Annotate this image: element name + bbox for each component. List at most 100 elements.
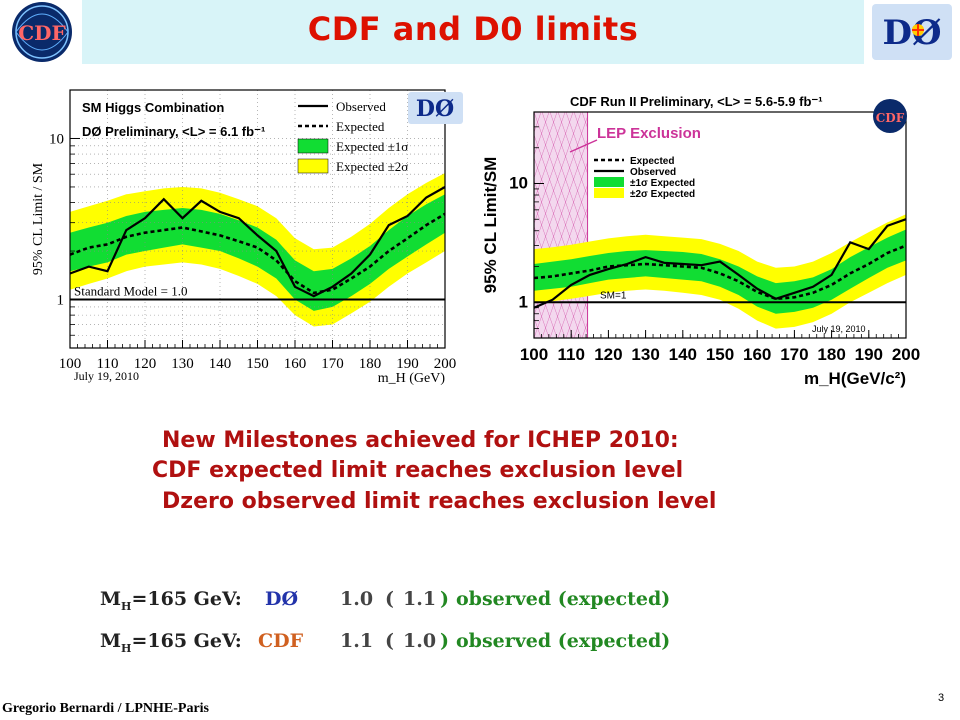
x-tick-label: 160 [284,356,307,372]
mass-value: =165 GeV: [131,588,242,610]
legend-1sigma-swatch [297,138,329,154]
milestone-dzero: Dzero observed limit reaches exclusion l… [162,489,717,514]
d0-chart-logo-text: DØ [416,96,454,122]
x-tick-label: 180 [817,345,845,364]
sm-reference-label: SM=1 [600,290,627,301]
x-tick-label: 100 [520,345,548,364]
lep-hatch [565,112,588,175]
milestone-heading: New Milestones achieved for ICHEP 2010: [162,428,679,453]
x-tick-label: 150 [246,356,269,372]
legend-1sigma-label: Expected ±1σ [336,139,408,154]
experiment-d0: DØ [265,588,299,610]
mass-label: M [100,588,122,610]
x-tick-label: 130 [631,345,659,364]
x-axis-label: m_H (GeV) [378,371,446,386]
lep-hatch [557,252,588,338]
x-tick-label: 110 [557,345,584,364]
result-row-d0: MH=165 GeV: DØ 1.0 ( 1.1 ) observed (exp… [100,588,671,613]
legend-2sigma-label: Expected ±2σ [336,159,408,174]
legend-expected-label: Expected [336,119,385,134]
legend-observed-label: Observed [630,167,676,178]
chart-subtitle: DØ Preliminary, <L> = 6.1 fb⁻¹ [82,124,265,139]
y-axis-label: 95% CL Limit / SM [31,162,46,275]
d0-logo-text: DØ [882,13,941,53]
lep-hatch [534,138,588,294]
x-tick-label: 190 [396,356,419,372]
x-tick-label: 180 [359,356,382,372]
lep-hatch [573,298,588,338]
lep-arrow [569,139,598,153]
mass-sub: H [121,599,132,613]
mass-sub: H [121,641,132,655]
x-tick-label: 200 [892,345,920,364]
sm-reference-label: Standard Model = 1.0 [74,284,187,299]
x-tick-label: 120 [134,356,157,372]
milestone-cdf: CDF expected limit reaches exclusion lev… [152,458,684,483]
y-axis-label: 95% CL Limit/SM [481,157,500,294]
cdf-chart-logo-bg [873,99,907,133]
lep-hatch [573,112,588,152]
x-tick-label: 140 [669,345,697,364]
d0-logo: DØ [872,4,952,60]
lep-hatch [534,112,566,202]
x-tick-label: 140 [209,356,232,372]
legend-2sigma-label: ±2σ Expected [630,189,695,200]
lep-hatch [534,112,582,248]
observed-line [533,218,907,309]
legend-expected-label: Expected [630,156,674,167]
legend-2sigma-swatch [297,158,329,174]
cdf-chart-logo: CDF [873,99,907,133]
result-text-d0: observed (expected) [456,588,671,610]
x-tick-label: 150 [706,345,734,364]
lep-hatch [534,225,574,338]
x-tick-label: 170 [321,356,344,372]
lep-hatch [534,112,558,179]
result-text-cdf: observed (expected) [456,630,671,652]
x-tick-label: 120 [594,345,622,364]
x-tick-label: 170 [780,345,808,364]
lep-hatch [549,112,588,221]
lep-hatch [534,316,542,338]
legend-1sigma-label: ±1σ Expected [630,178,695,189]
expected-line [69,212,446,295]
x-axis-label: m_H(GeV/c²) [804,369,906,388]
y-tick-label: 10 [49,131,64,147]
lep-hatch [549,229,588,338]
observed-d0: 1.0 [340,588,374,610]
experiment-cdf: CDF [258,630,304,652]
expected-d0: 1.1 [403,588,437,610]
chart-title: SM Higgs Combination [82,100,224,115]
slide-title: CDF and D0 limits [307,10,639,48]
lep-hatch [534,112,550,156]
lep-hatch [534,112,542,134]
observed-line [69,186,446,298]
lep-hatch [534,112,574,225]
mass-value: =165 GeV: [131,630,242,652]
legend-observed-label: Observed [336,99,386,114]
date-label: July 19, 2010 [74,369,139,383]
mass-label: M [100,630,122,652]
y-tick-label: 1 [519,292,528,311]
legend: Observed Expected Expected ±1σ Expected ±2σ [297,99,408,174]
lep-exclusion-label: LEP Exclusion [597,125,701,142]
page-number: 3 [938,692,945,704]
legend-2sigma-swatch [594,188,624,198]
cdf-logo-text: CDF [18,21,65,45]
footer-author: Gregorio Bernardi / LPNHE-Paris [2,701,209,716]
x-tick-label: 110 [97,356,119,372]
y-tick-label: 10 [509,173,528,192]
x-tick-label: 160 [743,345,771,364]
cdf-logo: CDF [12,2,72,62]
lep-hatch [557,112,588,198]
expected-line [533,244,907,301]
x-tick-label: 100 [59,356,82,372]
y-tick-label: 1 [57,293,65,309]
x-tick-label: 190 [855,345,883,364]
legend-1sigma-swatch [594,177,624,187]
lep-hatch [565,275,588,338]
expected-cdf: 1.0 [403,630,437,652]
result-row-cdf: MH=165 GeV: CDF 1.1 ( 1.0 ) observed (ex… [100,630,671,655]
